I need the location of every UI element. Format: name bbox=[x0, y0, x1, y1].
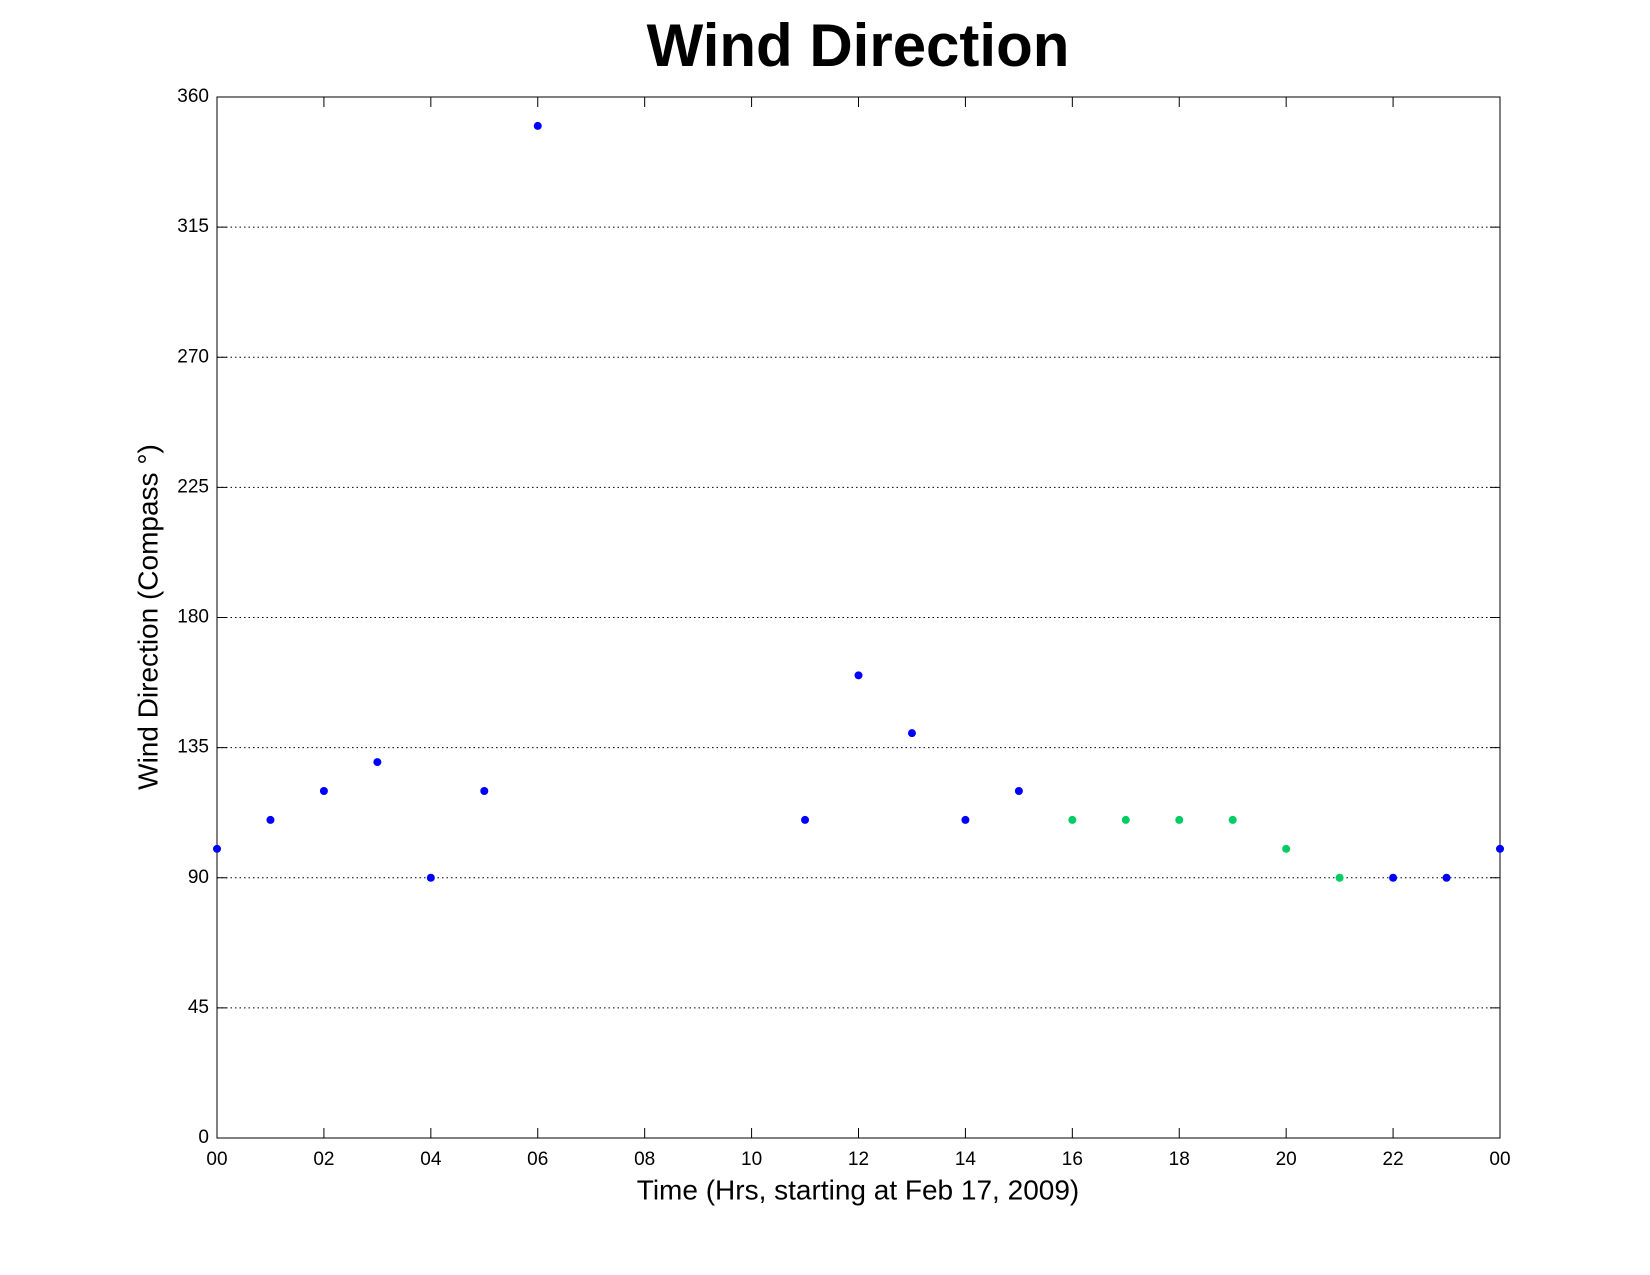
y-tick-label: 180 bbox=[177, 607, 209, 628]
x-tick-label: 04 bbox=[420, 1149, 442, 1170]
y-axis-label: Wind Direction (Compass °) bbox=[132, 444, 163, 790]
chart-title: Wind Direction bbox=[647, 12, 1070, 79]
point bbox=[319, 787, 328, 795]
x-tick-label: 10 bbox=[741, 1149, 762, 1170]
point bbox=[213, 844, 221, 853]
point bbox=[961, 815, 970, 824]
x-tick-label: 12 bbox=[848, 1149, 869, 1170]
point bbox=[801, 815, 810, 824]
point bbox=[533, 121, 542, 130]
x-tick-label: 00 bbox=[1489, 1149, 1510, 1170]
x-tick-label: 08 bbox=[634, 1149, 655, 1170]
x-tick-label: 14 bbox=[955, 1149, 977, 1170]
x-tick-label: 18 bbox=[1169, 1149, 1190, 1170]
point bbox=[1496, 844, 1504, 853]
x-tick-label: 20 bbox=[1276, 1149, 1297, 1170]
point bbox=[1175, 815, 1184, 824]
point bbox=[1389, 873, 1398, 882]
y-tick-label: 270 bbox=[177, 346, 209, 367]
y-tick-label: 45 bbox=[188, 997, 209, 1018]
point bbox=[1068, 815, 1077, 824]
point bbox=[1121, 815, 1130, 824]
point bbox=[373, 758, 382, 767]
y-tick-label: 90 bbox=[188, 867, 209, 888]
point bbox=[907, 729, 916, 738]
y-tick-label: 225 bbox=[177, 476, 209, 497]
point bbox=[1442, 873, 1451, 882]
y-tick-label: 0 bbox=[198, 1127, 209, 1148]
x-tick-label: 00 bbox=[206, 1149, 227, 1170]
point bbox=[1014, 787, 1023, 795]
point bbox=[854, 671, 863, 680]
point bbox=[1228, 815, 1237, 824]
point bbox=[480, 787, 489, 795]
point bbox=[426, 873, 435, 882]
x-axis-label: Time (Hrs, starting at Feb 17, 2009) bbox=[637, 1174, 1079, 1205]
point bbox=[1335, 873, 1344, 882]
point bbox=[1282, 844, 1291, 853]
point bbox=[266, 815, 275, 824]
y-tick-label: 135 bbox=[177, 737, 209, 758]
x-tick-label: 06 bbox=[527, 1149, 548, 1170]
plot-frame bbox=[216, 96, 1501, 1139]
x-tick-label: 16 bbox=[1062, 1149, 1083, 1170]
x-tick-label: 02 bbox=[313, 1149, 334, 1170]
y-tick-label: 360 bbox=[177, 86, 209, 107]
y-tick-label: 315 bbox=[177, 216, 209, 237]
x-tick-label: 22 bbox=[1383, 1149, 1404, 1170]
